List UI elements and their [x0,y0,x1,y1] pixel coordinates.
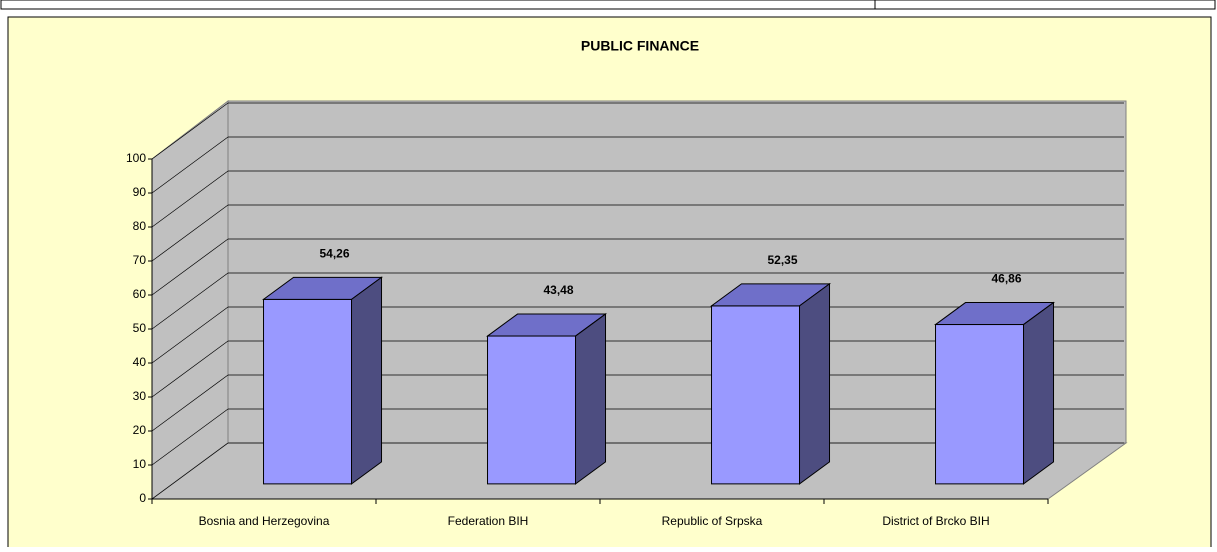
grid-line [151,170,229,228]
bar [935,324,1025,485]
grid-line [151,272,229,330]
y-tick-label: 10 [133,457,147,471]
data-label: 54,26 [320,247,350,261]
grid-line [151,442,229,500]
bar [263,298,353,485]
bar [487,335,577,485]
data-label: 52,35 [768,253,798,267]
y-tick-label: 20 [133,423,147,437]
bar-side [575,313,607,485]
y-tick-label: 60 [133,287,147,301]
bar [711,305,801,485]
x-tick-label: District of Brcko BIH [882,514,989,528]
grid-line [151,408,229,466]
y-tick-label: 70 [133,253,147,267]
grid-line [151,238,229,296]
bar-side [799,282,831,485]
bar-side [351,276,383,485]
y-tick-label: 80 [133,219,147,233]
y-tick-label: 30 [133,389,147,403]
data-label: 46,86 [992,272,1022,286]
bar-side [1023,301,1055,485]
y-tick-label: 100 [126,151,146,165]
y-tick-label: 90 [133,185,147,199]
grid-line [151,204,229,262]
grid-line [151,102,229,160]
y-tick-label: 40 [133,355,147,369]
grid-line [151,340,229,398]
y-tick-label: 0 [139,491,146,505]
grid-line [151,374,229,432]
x-tick-label: Bosnia and Herzegovina [199,514,330,528]
y-tick-label: 50 [133,321,147,335]
grid-line [151,306,229,364]
side-wall [151,99,229,500]
chart-title: PUBLIC FINANCE [581,38,699,54]
grid-line [151,136,229,194]
x-tick-label: Federation BIH [448,514,529,528]
table-strip [0,0,1216,10]
x-tick-label: Republic of Srpska [662,514,763,528]
data-label: 43,48 [544,283,574,297]
